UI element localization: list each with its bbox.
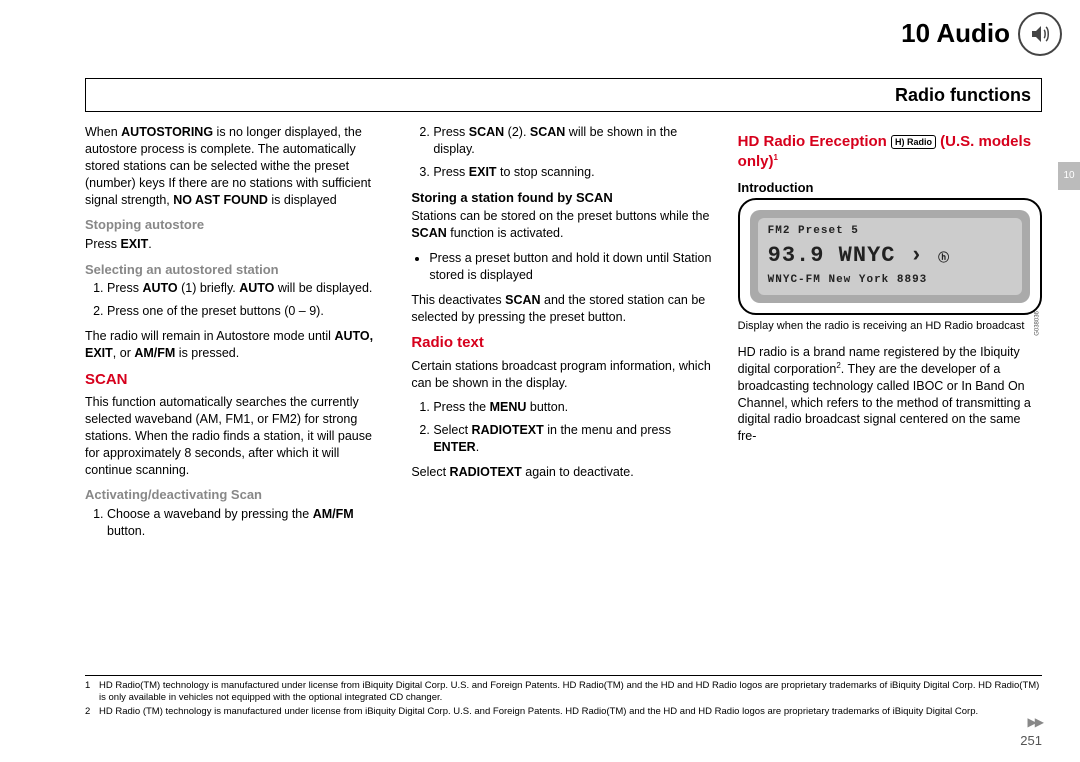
page-header: 10 Audio: [901, 12, 1062, 56]
chapter-label: Audio: [936, 18, 1010, 48]
list-item: Press the MENU button.: [433, 399, 715, 416]
footnote-1: 1 HD Radio(TM) technology is manufacture…: [85, 680, 1042, 704]
selecting-after: The radio will remain in Autostore mode …: [85, 328, 389, 362]
heading-activate-scan: Activating/deactivating Scan: [85, 486, 389, 504]
section-title: Radio functions: [85, 78, 1042, 112]
hd-indicator-icon: ⓗ: [938, 253, 950, 265]
footnote-num: 2: [85, 706, 95, 718]
column-3: HD Radio Ereception H) Radio (U.S. model…: [738, 124, 1042, 672]
column-1: When AUTOSTORING is no longer displayed,…: [85, 124, 389, 672]
list-item: Press a preset button and hold it down u…: [429, 250, 715, 284]
hd-heading-pre: HD Radio Ereception: [738, 133, 891, 150]
display-line-preset: FM2 Preset 5: [768, 224, 1012, 239]
display-line-station: 93.9 WNYC › ⓗ: [768, 241, 1012, 271]
content-area: When AUTOSTORING is no longer displayed,…: [85, 124, 1042, 672]
list-item: Press SCAN (2). SCAN will be shown in th…: [433, 124, 715, 158]
heading-hdradio: HD Radio Ereception H) Radio (U.S. model…: [738, 132, 1042, 173]
heading-scan: SCAN: [85, 370, 389, 390]
activate-steps: Choose a waveband by pressing the AM/FM …: [85, 506, 389, 540]
footnote-text: HD Radio(TM) technology is manufactured …: [99, 680, 1042, 704]
radiotext-after: Select RADIOTEXT again to deactivate.: [411, 464, 715, 481]
footnote-ref-1: 1: [774, 153, 778, 162]
list-item: Select RADIOTEXT in the menu and press E…: [433, 422, 715, 456]
radiotext-steps: Press the MENU button. Select RADIOTEXT …: [411, 399, 715, 456]
margin-tab: 10: [1058, 162, 1080, 190]
heading-storing-scan: Storing a station found by SCAN: [411, 189, 715, 207]
footnote-num: 1: [85, 680, 95, 704]
autostore-intro: When AUTOSTORING is no longer displayed,…: [85, 124, 389, 208]
chapter-title: 10 Audio: [901, 16, 1010, 51]
heading-selecting-autostored: Selecting an autostored station: [85, 261, 389, 279]
list-item: Press AUTO (1) briefly. AUTO will be dis…: [107, 280, 389, 297]
radio-display-illustration: FM2 Preset 5 93.9 WNYC › ⓗ WNYC-FM New Y…: [738, 198, 1042, 315]
heading-introduction: Introduction: [738, 179, 1042, 197]
storing-after: This deactivates SCAN and the stored sta…: [411, 292, 715, 326]
selecting-steps: Press AUTO (1) briefly. AUTO will be dis…: [85, 280, 389, 320]
footnote-text: HD Radio (TM) technology is manufactured…: [99, 706, 978, 718]
stopping-body: Press EXIT.: [85, 236, 389, 253]
list-item: Choose a waveband by pressing the AM/FM …: [107, 506, 389, 540]
storing-intro: Stations can be stored on the preset but…: [411, 208, 715, 242]
display-line-info: WNYC-FM New York 8893: [768, 273, 1012, 288]
column-2: Press SCAN (2). SCAN will be shown in th…: [411, 124, 715, 672]
chapter-number: 10: [901, 18, 930, 48]
heading-radiotext: Radio text: [411, 333, 715, 353]
page-number: 251: [1020, 732, 1042, 750]
storing-bullet-list: Press a preset button and hold it down u…: [411, 250, 715, 284]
illustration-caption: Display when the radio is receiving an H…: [738, 319, 1042, 333]
hdradio-logo-icon: H) Radio: [891, 135, 936, 149]
activate-steps-cont: Press SCAN (2). SCAN will be shown in th…: [411, 124, 715, 181]
list-item: Press one of the preset buttons (0 – 9).: [107, 303, 389, 320]
scan-body: This function automatically searches the…: [85, 394, 389, 478]
radiotext-intro: Certain stations broadcast program infor…: [411, 358, 715, 392]
speaker-icon: [1018, 12, 1062, 56]
hd-body: HD radio is a brand name registered by t…: [738, 344, 1042, 445]
list-item: Press EXIT to stop scanning.: [433, 164, 715, 181]
page-forward-icon: ▶▶: [1028, 714, 1042, 730]
footnote-2: 2 HD Radio (TM) technology is manufactur…: [85, 706, 1042, 718]
footnotes: 1 HD Radio(TM) technology is manufacture…: [85, 675, 1042, 720]
heading-stopping-autostore: Stopping autostore: [85, 216, 389, 234]
illustration-code: G038036: [1034, 311, 1042, 336]
